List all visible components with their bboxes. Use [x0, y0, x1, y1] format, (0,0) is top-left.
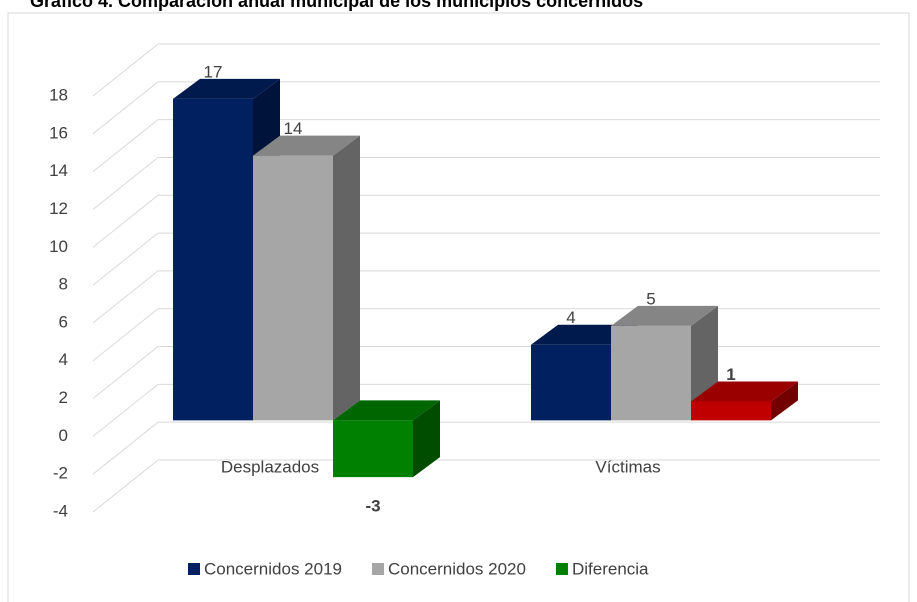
bar [691, 381, 798, 421]
grid-line [92, 156, 880, 210]
y-tick-label: 0 [59, 426, 68, 445]
bar-top [173, 78, 280, 99]
legend-label: Concernidos 2019 [204, 559, 342, 578]
bar-front [173, 98, 253, 421]
bar [333, 400, 440, 478]
y-tick-label: 12 [49, 199, 68, 218]
y-tick-label: 4 [59, 350, 68, 369]
bar-front [531, 344, 611, 421]
y-tick-label: 6 [59, 312, 68, 331]
bar-top [611, 305, 718, 326]
grid-line [92, 232, 880, 286]
chart-title: Gráfico 4. Comparación anual municipal d… [30, 0, 643, 11]
y-tick-label: 10 [49, 237, 68, 256]
bar-top [691, 381, 798, 402]
y-tick-label: 2 [59, 388, 68, 407]
x-tick-label: Víctimas [595, 457, 660, 476]
data-label: 5 [646, 289, 655, 308]
grid-line [92, 81, 880, 135]
legend-swatch [371, 563, 384, 575]
grid-line [92, 194, 880, 248]
grid-line [92, 119, 880, 173]
data-label: 14 [284, 119, 303, 138]
bar-front [691, 401, 771, 421]
bar-top [253, 135, 360, 156]
bar-side [333, 135, 360, 421]
y-tick-label: 14 [49, 161, 68, 180]
y-tick-label: 18 [49, 85, 68, 104]
data-label: -3 [365, 497, 380, 516]
bar-front [611, 325, 691, 421]
data-label: 1 [726, 365, 735, 384]
data-label: 17 [204, 62, 223, 81]
grid-line [92, 459, 880, 513]
bar-side [413, 400, 440, 478]
y-tick-label: -4 [53, 501, 68, 520]
data-label: 4 [566, 308, 575, 327]
x-tick-label: Desplazados [221, 457, 319, 476]
legend-swatch [188, 563, 200, 575]
bar-front [333, 420, 413, 478]
y-tick-label: -2 [53, 464, 68, 483]
grid-line [92, 270, 880, 324]
bar-front [253, 155, 333, 421]
grid-line [92, 421, 880, 475]
legend-label: Diferencia [572, 559, 649, 578]
chart-frame [7, 12, 910, 602]
legend-swatch [555, 563, 568, 575]
bar-side [771, 381, 798, 421]
y-tick-label: 8 [59, 275, 68, 294]
bar [611, 305, 718, 421]
y-tick-label: 16 [49, 123, 68, 142]
bar [253, 135, 360, 421]
grid-line [92, 43, 880, 97]
legend-label: Concernidos 2020 [388, 559, 526, 578]
bar-top [333, 400, 440, 421]
